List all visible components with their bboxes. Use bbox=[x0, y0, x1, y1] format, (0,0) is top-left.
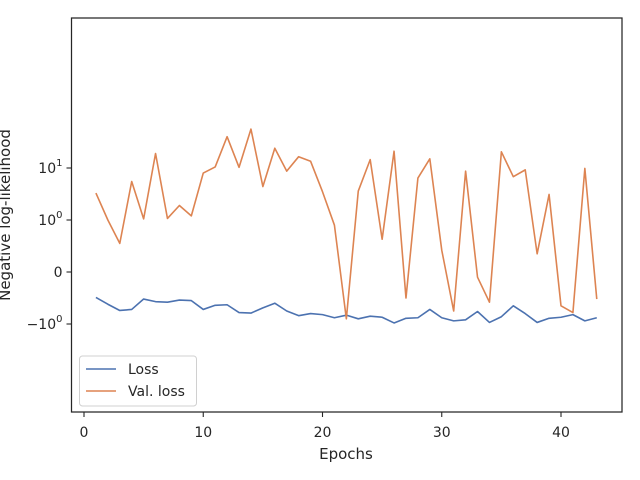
x-axis-label: Epochs bbox=[319, 445, 373, 463]
plot-frame bbox=[70, 17, 623, 413]
legend-label-0: Loss bbox=[128, 362, 159, 378]
x-tick-label: 20 bbox=[314, 425, 332, 441]
y-axis-label: Negative log-likelihood bbox=[0, 129, 14, 301]
y-tick-label: 0 bbox=[54, 265, 63, 281]
y-tick-label: −100 bbox=[27, 314, 63, 333]
x-tick-label: 40 bbox=[552, 425, 570, 441]
legend-label-1: Val. loss bbox=[128, 384, 185, 400]
x-tick-label: 0 bbox=[80, 425, 89, 441]
series-line-1 bbox=[95, 128, 598, 320]
y-tick-label: 100 bbox=[38, 210, 62, 229]
y-tick-label: 101 bbox=[38, 158, 62, 177]
x-tick-label: 30 bbox=[433, 425, 451, 441]
legend: Loss Val. loss bbox=[79, 355, 197, 407]
x-tick-label: 10 bbox=[194, 425, 212, 441]
plot-lines bbox=[95, 128, 598, 324]
